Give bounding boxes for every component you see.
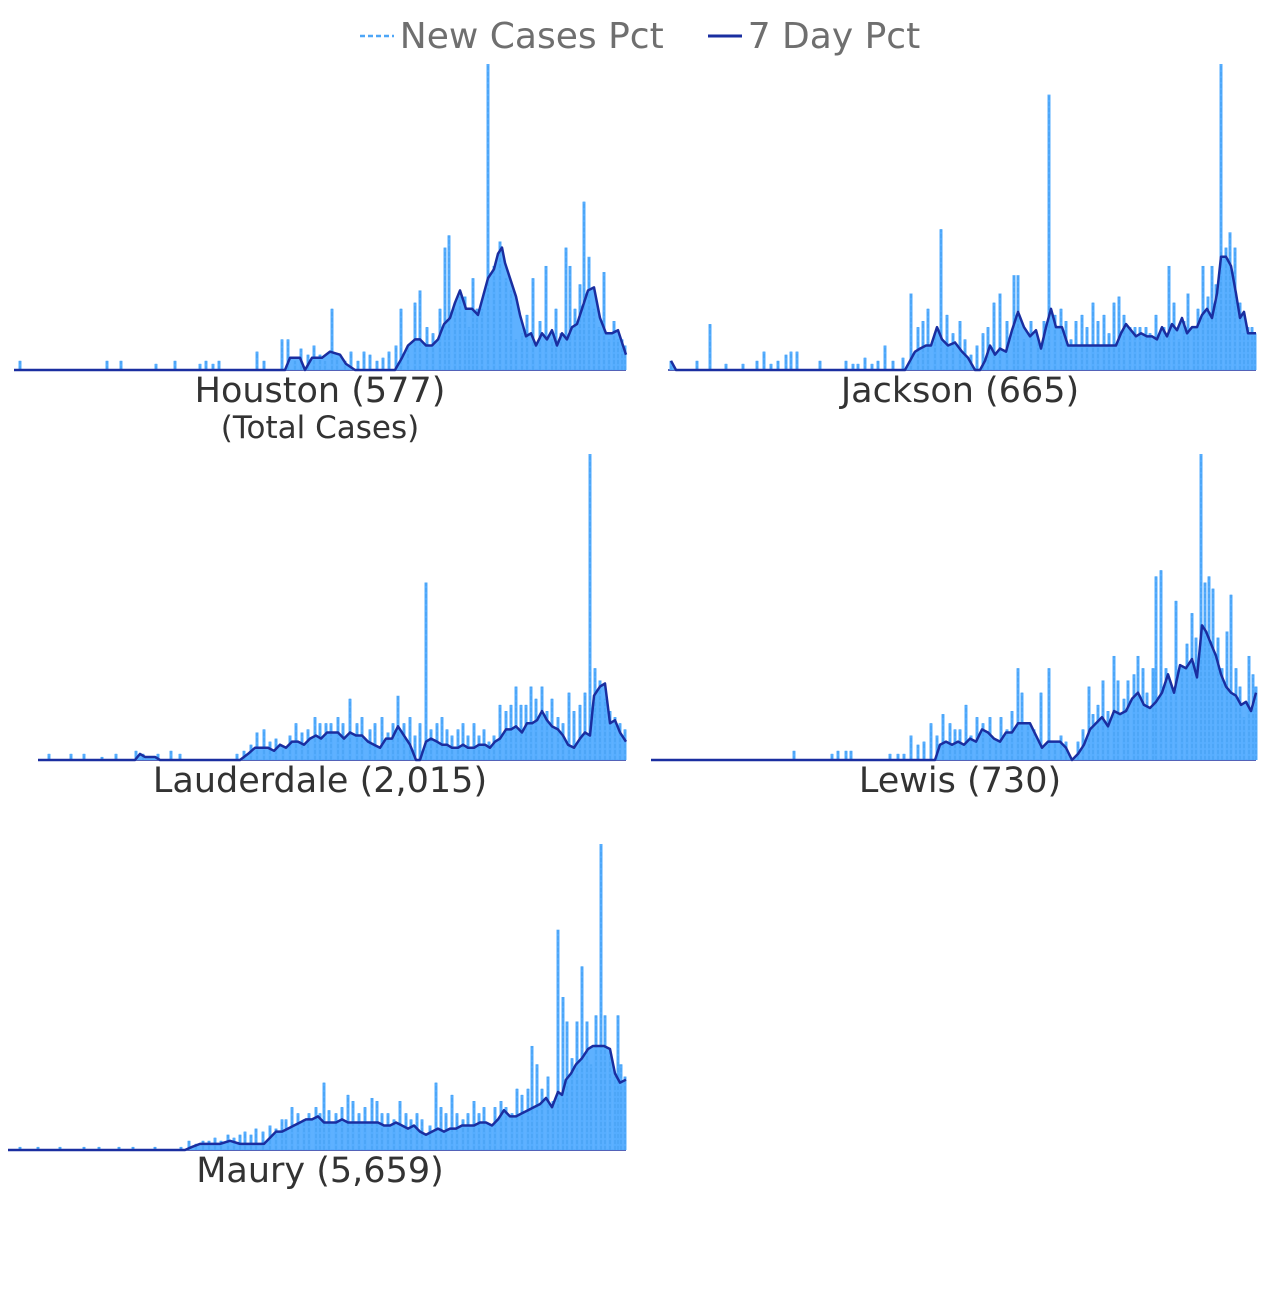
- chart-houston: [14, 64, 628, 372]
- new-cases-bar-maury: [561, 997, 565, 1150]
- new-cases-bar-maury: [565, 1021, 569, 1150]
- new-cases-bar-houston: [204, 360, 208, 370]
- new-cases-bar-jackson: [776, 360, 780, 370]
- new-cases-bar-jackson: [939, 229, 943, 370]
- new-cases-bar-houston: [262, 360, 266, 370]
- new-cases-bar-lewis: [1091, 714, 1095, 760]
- new-cases-bar-lewis: [1203, 582, 1207, 760]
- new-cases-bar-lewis: [836, 750, 840, 760]
- panel-lewis: Lewis (730): [640, 390, 1280, 810]
- new-cases-bar-jackson: [1167, 265, 1171, 370]
- new-cases-bar-houston: [323, 360, 327, 370]
- new-cases-bar-houston: [217, 360, 221, 370]
- legend-swatch-seven-day: [707, 34, 742, 38]
- legend-swatch-new-cases: [359, 34, 394, 38]
- chart-lauderdale: [38, 454, 628, 762]
- new-cases-bar-lauderdale: [169, 750, 173, 760]
- new-cases-bar-maury: [575, 1021, 579, 1150]
- seven-day-line-lauderdale: [38, 682, 628, 762]
- area-fill-lewis: [651, 625, 1256, 760]
- legend: New Cases Pct 7 Day Pct: [0, 10, 1280, 62]
- new-cases-bar-jackson: [669, 360, 673, 370]
- chart-lewis: [651, 454, 1258, 762]
- new-cases-bar-jackson: [891, 360, 895, 370]
- new-cases-bar-jackson: [844, 360, 848, 370]
- new-cases-bar-lewis: [1112, 655, 1116, 760]
- new-cases-bar-maury: [530, 1045, 534, 1150]
- new-cases-bar-maury: [254, 1128, 258, 1150]
- panel-title-lauderdale: Lauderdale (2,015): [152, 761, 488, 801]
- new-cases-bar-lewis: [844, 750, 848, 760]
- new-cases-bar-houston: [119, 360, 123, 370]
- panel-title-houston: Houston (577): [194, 371, 446, 411]
- seven-day-line-jackson: [669, 255, 1256, 372]
- new-cases-bar-jackson: [755, 360, 759, 370]
- new-cases-bar-maury: [187, 1140, 191, 1150]
- new-cases-bar-houston: [544, 265, 548, 370]
- new-cases-bar-lewis: [1185, 643, 1189, 760]
- new-cases-bar-houston: [293, 360, 297, 370]
- new-cases-bar-jackson: [818, 360, 822, 370]
- chart-jackson: [668, 64, 1257, 372]
- panel-title-maury: Maury (5,659): [196, 1151, 444, 1191]
- new-cases-bar-lewis: [792, 750, 796, 760]
- panel-houston: Houston (577) (Total Cases): [0, 0, 640, 450]
- new-cases-bar-houston: [173, 360, 177, 370]
- panel-lauderdale: Lauderdale (2,015): [0, 390, 640, 810]
- new-cases-bar-jackson: [876, 360, 880, 370]
- new-cases-bar-houston: [343, 360, 347, 370]
- new-cases-bar-lewis: [849, 750, 853, 760]
- new-cases-bar-lauderdale: [134, 750, 138, 760]
- new-cases-bar-lewis: [1225, 631, 1229, 760]
- legend-label-seven-day: 7 Day Pct: [747, 15, 921, 57]
- new-cases-bar-houston: [105, 360, 109, 370]
- new-cases-bar-lauderdale: [424, 582, 428, 760]
- legend-label-new-cases: New Cases Pct: [399, 15, 664, 57]
- new-cases-bar-houston: [492, 265, 496, 370]
- new-cases-bar-lewis: [1159, 570, 1163, 760]
- new-cases-bar-maury: [585, 1021, 589, 1150]
- new-cases-bar-jackson: [708, 324, 712, 370]
- new-cases-bar-jackson: [1201, 265, 1205, 370]
- new-cases-bar-maury: [201, 1140, 205, 1150]
- panel-maury: Maury (5,659): [0, 780, 640, 1200]
- new-cases-bar-houston: [375, 360, 379, 370]
- new-cases-bar-lewis: [941, 714, 945, 760]
- seven-day-line-lewis: [651, 624, 1258, 762]
- chart-maury: [8, 844, 627, 1152]
- panel-jackson: Jackson (665): [640, 0, 1280, 450]
- new-cases-bar-maury: [207, 1140, 211, 1150]
- panel-title-jackson: Jackson (665): [840, 371, 1080, 411]
- panel-title-lewis: Lewis (730): [858, 761, 1062, 801]
- new-cases-bar-maury: [219, 1140, 223, 1150]
- new-cases-bar-houston: [356, 360, 360, 370]
- panel-subtitle-houston: (Total Cases): [220, 410, 420, 446]
- legend-item-new-cases[interactable]: New Cases Pct: [359, 15, 664, 57]
- seven-day-line-houston: [14, 246, 628, 372]
- new-cases-bar-jackson: [1016, 275, 1020, 370]
- new-cases-bar-lewis: [1136, 655, 1140, 760]
- new-cases-bar-jackson: [695, 360, 699, 370]
- new-cases-bar-lewis: [1229, 594, 1233, 760]
- legend-item-seven-day[interactable]: 7 Day Pct: [707, 15, 921, 57]
- new-cases-bar-houston: [568, 265, 572, 370]
- new-cases-bar-jackson: [1047, 94, 1051, 370]
- seven-day-line-maury: [8, 1044, 627, 1152]
- new-cases-bar-maury: [274, 1128, 278, 1150]
- new-cases-bar-houston: [18, 360, 22, 370]
- new-cases-bar-houston: [498, 241, 502, 370]
